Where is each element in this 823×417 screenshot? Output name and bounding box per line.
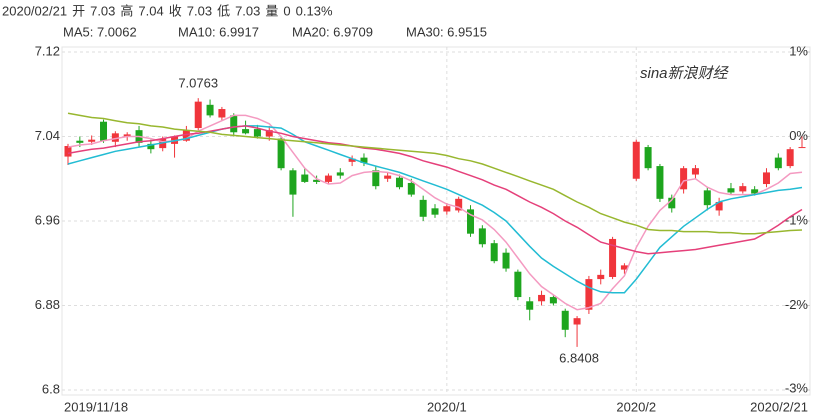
candle-body [100,121,108,141]
x-tick-label: 2019/11/18 [64,399,128,414]
candle-body [419,199,427,217]
candle-body [526,301,534,310]
header-text: 量 [265,3,278,18]
candle-body [561,310,569,330]
candle-body [585,279,593,310]
candle-body [111,133,119,142]
candle-body [206,104,214,116]
header-text: 7.03 [90,3,115,18]
header-text: 0.13% [296,3,333,18]
y-tick-label: 6.96 [35,212,60,227]
candle-body [443,206,451,212]
legend-entry: MA5: 7.0062 [63,24,137,39]
candle-body [230,115,238,133]
y-tick-label: 6.8 [42,381,60,396]
candle-body [490,243,498,262]
candle-body [668,197,676,209]
candle-body [88,139,96,142]
y-tick-label: 6.88 [35,297,60,312]
candle-body [478,228,486,245]
header-text: 7.03 [187,3,212,18]
candle-body [395,177,403,188]
candle-body [549,297,557,304]
header-text: 0 [283,3,290,18]
header-text: 7.03 [235,3,260,18]
candle-body [798,147,806,149]
header-text: 低 [217,3,230,18]
candle-body [253,129,261,137]
candle-body [597,274,605,280]
candle-body [573,318,581,325]
candle-body [277,138,285,169]
header-text: 7.04 [138,3,163,18]
candle-body [656,166,664,199]
ma-line [67,114,803,311]
header-text: 开 [72,3,85,18]
candle-body [64,146,72,157]
candle-body [336,172,344,176]
candle-body [147,143,155,150]
y2-tick-label: -3% [785,380,809,395]
candle-body [680,168,688,190]
legend-entry: MA10: 6.9917 [178,24,259,39]
candle-body [372,170,380,187]
header-text: 高 [120,3,133,18]
candle-body [620,265,628,270]
header-text: 2020/02/21 [2,3,67,18]
x-tick-label: 2020/2 [616,399,656,414]
candle-body [502,252,510,269]
y2-tick-label: 1% [789,43,808,58]
candle-body [455,198,463,211]
ma-line [67,125,803,255]
candle-body [786,149,794,167]
candle-body [431,208,439,215]
y-tick-label: 7.04 [35,128,60,143]
candle-body [123,134,131,137]
candle-body [467,209,475,234]
ma-line [67,125,803,294]
candle-body [644,147,652,169]
legend-entry: MA30: 6.9515 [406,24,487,39]
candle-body [265,130,273,137]
candle-body [703,190,711,206]
candle-body [324,175,332,182]
candle-body [762,172,770,185]
header-text: 收 [169,3,182,18]
candle-body [289,170,297,195]
annotation: 6.8408 [559,350,599,365]
candle-body [715,201,723,211]
candle-body [538,294,546,302]
candle-body [407,182,415,195]
watermark: sina新浪财经 [640,65,730,82]
candle-body [76,140,84,143]
legend-entry: MA20: 6.9709 [292,24,373,39]
candle-body [609,238,617,277]
candle-body [218,109,226,118]
x-tick-label: 2020/2/21 [750,399,808,414]
candle-body [739,186,747,192]
candle-body [313,179,321,182]
x-tick-label: 2020/1 [427,399,467,414]
y2-tick-label: -2% [785,297,809,312]
candle-body [727,188,735,193]
candle-body [348,158,356,162]
candle-body [194,101,202,129]
y2-tick-label: -1% [785,212,809,227]
candle-body [514,271,522,298]
candle-body [632,141,640,179]
candle-body [751,189,759,194]
candle-body [384,175,392,179]
y-tick-label: 7.12 [35,43,60,58]
candle-body [691,168,699,175]
ma-line [67,112,803,235]
candle-body [301,174,309,182]
candle-body [242,129,250,134]
candle-body [182,130,190,141]
annotation: 7.0763 [178,76,218,91]
candle-body [360,157,368,163]
y2-tick-label: 0% [789,128,808,143]
candle-body [774,157,782,169]
